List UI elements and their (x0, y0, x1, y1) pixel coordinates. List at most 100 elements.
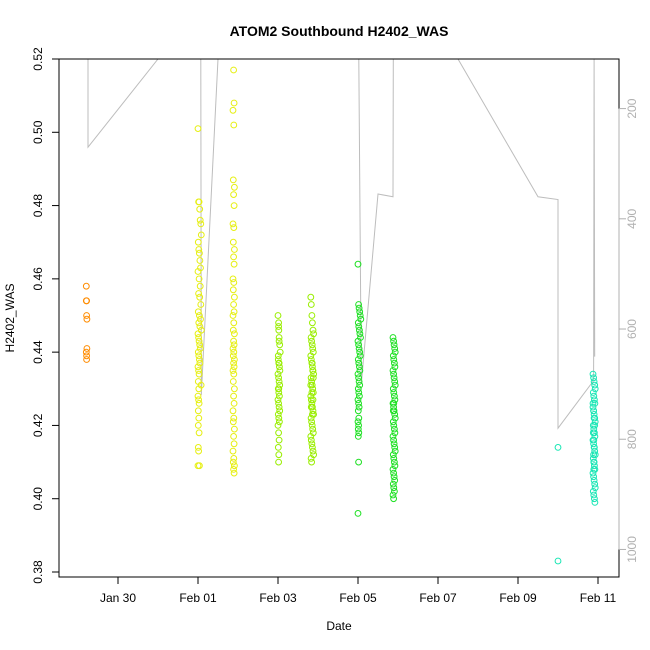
data-point (591, 400, 599, 407)
data-point (390, 403, 398, 411)
data-point (590, 378, 598, 385)
data-point (194, 308, 202, 316)
data-point (307, 301, 315, 308)
data-point (194, 125, 202, 133)
data-point (275, 429, 283, 437)
data-point (354, 356, 362, 363)
data-point (229, 176, 237, 184)
data-point (391, 447, 399, 455)
data-point (276, 348, 284, 356)
data-point (309, 345, 317, 352)
data-point (589, 389, 597, 396)
data-point (197, 315, 204, 323)
data-point (195, 447, 203, 455)
data-point (390, 370, 398, 378)
data-point (231, 356, 238, 363)
data-point (230, 279, 238, 286)
data-point (391, 396, 399, 404)
y-axis-right: 200 400 600 800 1000 (618, 98, 639, 563)
y-tick-label: 0.38 (31, 560, 45, 584)
data-point (355, 422, 363, 429)
data-point (307, 352, 315, 360)
data-point (591, 433, 599, 440)
data-point (391, 425, 398, 433)
data-point (195, 334, 203, 341)
data-point (308, 312, 316, 319)
data-point (195, 367, 203, 374)
data-point (229, 458, 237, 466)
data-point (309, 425, 317, 433)
y2-tick-label: 200 (625, 98, 639, 118)
data-point (229, 447, 237, 455)
data-point (197, 220, 205, 228)
data-point (196, 205, 204, 213)
data-point (355, 341, 363, 349)
data-point (83, 312, 90, 319)
data-point (389, 334, 397, 341)
data-point (355, 301, 363, 308)
data-point (307, 374, 315, 382)
y-tick-label: 0.42 (31, 413, 45, 437)
data-point (390, 455, 398, 462)
data-point (355, 378, 363, 385)
data-point (308, 418, 316, 426)
data-point (390, 484, 398, 492)
data-point (231, 462, 238, 470)
data-point (354, 418, 362, 426)
data-point (591, 462, 598, 470)
data-point (275, 403, 283, 411)
data-point (307, 403, 315, 411)
data-point (356, 308, 364, 316)
data-point (275, 385, 283, 393)
data-point (554, 557, 562, 565)
data-point (590, 466, 598, 473)
data-point (391, 414, 399, 422)
data-point (276, 381, 284, 389)
data-point (229, 407, 237, 415)
chart-title: ATOM2 Southbound H2402_WAS (230, 23, 449, 39)
data-point (230, 363, 238, 371)
data-point (354, 337, 362, 345)
data-point (391, 392, 398, 400)
data-point (194, 238, 202, 246)
data-point (194, 392, 202, 400)
data-point (390, 389, 398, 396)
data-point (355, 458, 363, 466)
data-point (591, 418, 599, 426)
data-point (275, 436, 283, 444)
data-point (274, 356, 282, 363)
data-point (589, 429, 597, 437)
data-point (197, 381, 205, 389)
data-point (390, 469, 398, 477)
data-points (82, 66, 599, 565)
y2-tick-label: 600 (625, 319, 639, 339)
data-point (275, 359, 283, 367)
data-point (309, 385, 317, 393)
data-point (195, 275, 203, 283)
data-point (194, 330, 202, 338)
data-point (355, 400, 363, 407)
data-point (590, 374, 597, 382)
data-point (275, 319, 283, 327)
data-point (390, 400, 398, 407)
data-point (230, 191, 238, 199)
data-point (309, 367, 317, 374)
data-point (195, 290, 203, 297)
data-point (591, 385, 599, 393)
data-point (355, 345, 363, 352)
data-point (390, 374, 398, 382)
data-point (307, 334, 315, 341)
data-point (389, 385, 397, 393)
data-point (354, 370, 362, 378)
data-point (589, 488, 597, 495)
data-point (194, 268, 202, 275)
data-point (591, 422, 599, 429)
data-point (230, 359, 238, 367)
data-point (230, 202, 238, 210)
data-point (230, 337, 238, 345)
data-point (230, 392, 238, 400)
data-point (196, 216, 204, 224)
data-point (229, 418, 237, 426)
data-point (276, 418, 283, 426)
data-point (354, 385, 362, 393)
